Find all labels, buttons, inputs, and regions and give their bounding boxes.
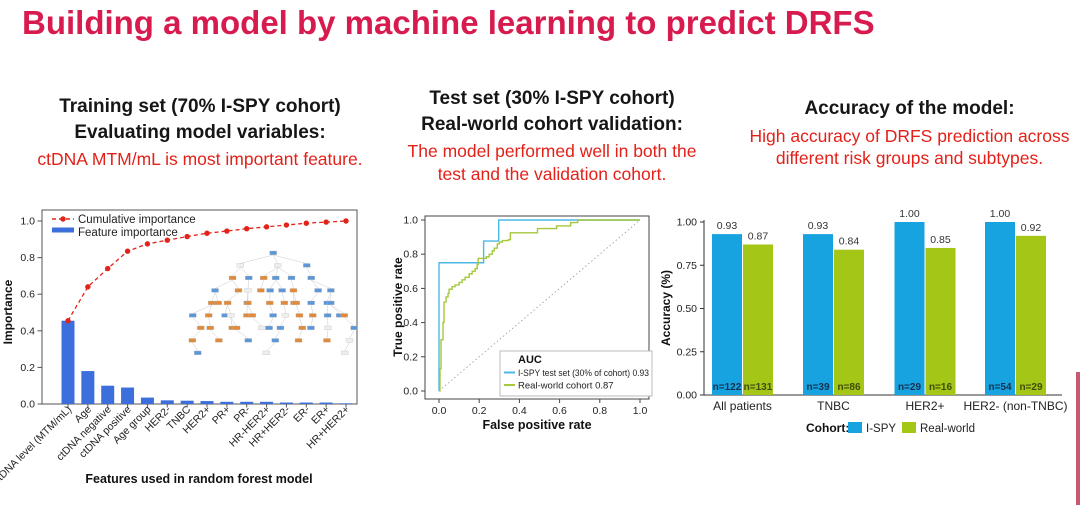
random-forest-tree-inset [188, 250, 358, 355]
y-axis-title: Accuracy (%) [660, 270, 673, 346]
y-tick-label: 0.0 [403, 386, 418, 398]
accuracy-legend: Cohort: I-SPY Real-world [806, 421, 975, 435]
x-category-label: HER2+ [905, 399, 944, 413]
y-tick-label: 1.00 [677, 217, 698, 229]
y-tick-label: 0.25 [677, 346, 698, 358]
accuracy-heading-line1: Accuracy of the model: [804, 98, 1015, 119]
x-tick-label: PR+ [210, 404, 233, 427]
y-axis-title: Importance [1, 279, 15, 344]
x-tick-label: 0.6 [552, 405, 567, 417]
test-note-line2: test and the validation cohort. [437, 164, 667, 185]
y-tick-label: 0.2 [403, 351, 418, 363]
legend-cumulative-label: Cumulative importance [78, 214, 196, 226]
roc-legend: AUC I-SPY test set (30% of cohort) 0.93 Re… [499, 350, 653, 397]
accuracy-axes: 0.00 0.25 0.50 0.75 1.00 Accuracy (%) All pati… [660, 217, 1068, 414]
x-axis-title: False positive rate [482, 418, 591, 432]
training-heading-line1: Training set (70% I-SPY cohort) [59, 96, 341, 117]
y-tick-label: 0.50 [677, 303, 698, 315]
x-axis-title: Features used in random forest model [85, 472, 312, 486]
y-tick-label: 0.4 [20, 325, 35, 337]
x-tick-label: 0.4 [512, 405, 527, 417]
x-category-label: TNBC [817, 399, 850, 413]
accuracy-note: High accuracy of DRFS prediction across … [742, 125, 1077, 171]
roc-legend-entry: I-SPY test set (30% of cohort) 0.93 [518, 368, 649, 379]
accuracy-note-line1: High accuracy of DRFS prediction across [749, 125, 1070, 146]
y-tick-label: 0.8 [20, 252, 35, 264]
accuracy-bars: 0.93 n=122 0.87 n=131 0.93 n=39 0.84 n=86 1.00 n=… [712, 208, 1046, 395]
bar-value-label: 0.85 [930, 234, 951, 246]
y-tick-label: 1.0 [20, 216, 35, 228]
bar-n-label: n=29 [1019, 382, 1043, 393]
bar-n-label: n=16 [929, 382, 953, 393]
bar-n-label: n=122 [713, 382, 742, 393]
bar-n-label: n=86 [837, 382, 861, 393]
roc-curve-1 [439, 219, 640, 392]
test-note: The model performed well in both the tes… [362, 140, 742, 186]
bar-n-label: n=54 [988, 382, 1012, 393]
x-tick-label: 0.2 [472, 405, 487, 417]
y-tick-label: 0.4 [403, 317, 418, 329]
feature-importance-bars [61, 320, 353, 404]
bar-value-label: 0.92 [1021, 222, 1042, 234]
y-tick-label: 0.0 [20, 399, 35, 411]
bar-value-label: 0.87 [748, 230, 769, 242]
y-tick-label: 0.8 [403, 249, 418, 261]
roc-axes: 0.0 0.2 0.4 0.6 0.8 1.0 0.0 0.2 0.4 0.6 0.8 1.0 True… [392, 215, 650, 432]
x-category-label: HER2- (non-TNBC) [963, 399, 1067, 413]
y-axis-title: True positive rate [392, 257, 405, 357]
y-tick-label: 0.00 [677, 390, 698, 402]
test-heading-line2: Real-world cohort validation: [421, 113, 683, 135]
x-tick-label: 0.0 [432, 405, 447, 417]
roc-legend-title: AUC [518, 354, 542, 366]
roc-legend-entry: Real-world cohort 0.87 [518, 381, 614, 392]
x-tick-label: 0.8 [592, 405, 607, 417]
x-tick-label: ER- [291, 403, 313, 425]
y-tick-label: 0.6 [403, 283, 418, 295]
accuracy-note-line2: different risk groups and subtypes. [775, 148, 1044, 169]
slide-title: Building a model by machine learning to … [22, 4, 875, 41]
roc-curve-chart: 0.0 0.2 0.4 0.6 0.8 1.0 0.0 0.2 0.4 0.6 0.8 1.0 True… [392, 215, 653, 432]
training-panel-heading: Training set (70% I-SPY cohort) Evaluati… [5, 94, 395, 171]
right-edge-stripe [1076, 372, 1080, 505]
legend-feature-label: Feature importance [78, 227, 178, 239]
test-heading-line1: Test set (30% I-SPY cohort) [429, 88, 675, 109]
x-tick-label: 1.0 [633, 405, 648, 417]
bar-n-label: n=39 [806, 382, 830, 393]
legend-ispy-label: I-SPY [866, 423, 896, 435]
test-note-line1: The model performed well in both the [407, 141, 697, 162]
bar-value-label: 0.84 [839, 236, 860, 248]
training-heading-line2: Evaluating model variables: [74, 121, 326, 143]
bar-value-label: 0.93 [717, 220, 738, 232]
roc-curve-0 [438, 219, 640, 391]
y-tick-label: 0.2 [20, 362, 35, 374]
y-tick-label: 0.6 [20, 289, 35, 301]
test-panel-heading: Test set (30% I-SPY cohort) Real-world c… [362, 86, 742, 186]
x-category-label: All patients [713, 399, 772, 413]
accuracy-panel-heading: Accuracy of the model: High accuracy of … [742, 96, 1077, 170]
accuracy-bar-chart: 0.00 0.25 0.50 0.75 1.00 Accuracy (%) All pati… [660, 208, 1068, 435]
y-tick-label: 1.0 [403, 215, 418, 227]
training-note: ctDNA MTM/mL is most important feature. [37, 149, 363, 170]
bar-n-label: n=29 [898, 382, 922, 393]
bar-n-label: n=131 [744, 382, 773, 393]
bar-value-label: 0.93 [808, 220, 829, 232]
bar-value-label: 1.00 [990, 208, 1011, 220]
cumulative-importance-line [65, 218, 349, 324]
legend-realworld-label: Real-world [920, 423, 975, 435]
legend-cohort-label: Cohort: [806, 421, 849, 435]
bar-value-label: 1.00 [899, 208, 920, 220]
y-tick-label: 0.75 [677, 260, 698, 272]
